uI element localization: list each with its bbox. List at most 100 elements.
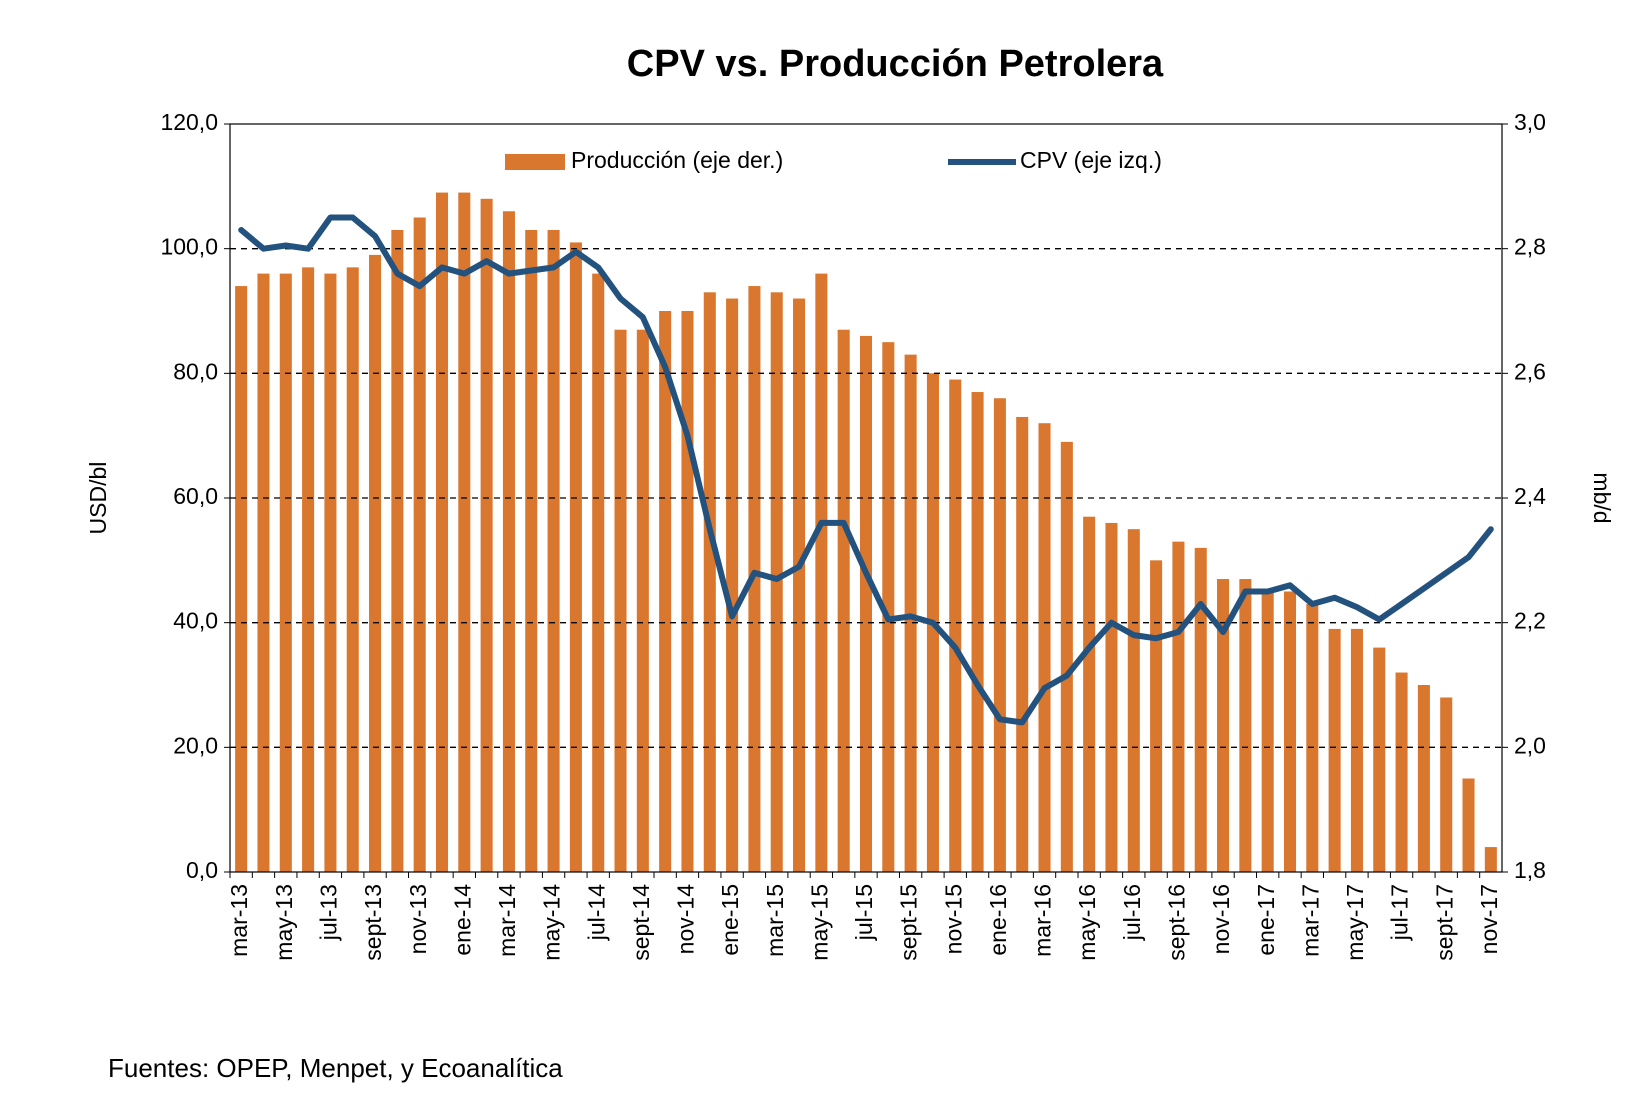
bar: [815, 273, 828, 873]
y2-tick-label: 2,0: [1514, 732, 1546, 758]
legend-swatch: [505, 154, 565, 170]
bar: [1038, 423, 1051, 872]
x-tick-label: mar-13: [226, 884, 252, 957]
y-tick-label: 60,0: [173, 483, 218, 509]
bar: [1150, 560, 1163, 872]
x-tick-label: ene-16: [985, 884, 1011, 956]
y-tick-label: 20,0: [173, 732, 218, 758]
bar: [1127, 529, 1140, 872]
bar: [257, 273, 270, 873]
bar: [793, 298, 806, 872]
bar: [502, 211, 515, 872]
bar: [1328, 628, 1341, 872]
bar: [1306, 603, 1319, 872]
y2-tick-label: 2,8: [1514, 234, 1546, 260]
bar: [480, 198, 493, 873]
bar: [1016, 416, 1029, 872]
x-tick-label: nov-15: [940, 884, 966, 954]
legend-label: Producción (eje der.): [571, 147, 783, 173]
bar: [703, 292, 716, 872]
bar: [346, 267, 359, 872]
y2-tick-label: 1,8: [1514, 857, 1546, 883]
bar: [993, 398, 1006, 872]
y2-tick-label: 2,6: [1514, 358, 1546, 384]
bar: [1373, 647, 1386, 872]
x-tick-label: jul-14: [583, 884, 609, 941]
bar: [614, 329, 627, 872]
bar: [235, 286, 248, 873]
bar: [279, 273, 292, 873]
x-tick-label: sept-14: [628, 884, 654, 961]
bar: [659, 311, 672, 872]
x-tick-label: may-13: [271, 884, 297, 961]
bar: [1417, 685, 1430, 872]
bar: [1194, 547, 1207, 872]
bar: [1060, 441, 1073, 872]
bar: [681, 311, 694, 872]
bar: [949, 379, 962, 872]
y2-tick-label: 3,0: [1514, 109, 1546, 135]
bar: [837, 329, 850, 872]
y-tick-label: 100,0: [160, 234, 218, 260]
x-tick-label: mar-15: [762, 884, 788, 957]
bar: [1172, 541, 1185, 872]
x-tick-label: nov-17: [1476, 884, 1502, 954]
bar: [302, 267, 315, 872]
legend-label: CPV (eje izq.): [1020, 147, 1162, 173]
x-tick-label: nov-14: [673, 884, 699, 955]
x-tick-label: may-15: [806, 884, 832, 961]
bar: [1083, 516, 1096, 872]
bar: [369, 254, 382, 872]
bar: [1395, 672, 1408, 872]
bar: [324, 273, 337, 873]
chart-title: CPV vs. Producción Petrolera: [627, 43, 1164, 85]
x-tick-label: mar-16: [1030, 884, 1056, 957]
bar: [547, 229, 560, 872]
x-tick-label: sept-15: [896, 884, 922, 961]
x-tick-label: sept-16: [1163, 884, 1189, 961]
bar: [636, 329, 649, 872]
x-tick-label: ene-15: [717, 884, 743, 956]
bar: [458, 192, 471, 873]
bar: [859, 335, 873, 872]
bar: [592, 273, 605, 873]
x-tick-label: nov-16: [1208, 884, 1234, 954]
x-tick-label: ene-14: [449, 884, 475, 956]
bar: [1440, 697, 1453, 872]
bar: [1484, 847, 1497, 872]
bar: [1462, 778, 1475, 872]
bar: [882, 342, 895, 873]
bar: [904, 354, 917, 873]
x-tick-label: jul-17: [1387, 884, 1413, 941]
bar: [1105, 522, 1118, 872]
bar: [726, 298, 739, 872]
y2-tick-label: 2,4: [1514, 483, 1546, 509]
bar: [770, 292, 783, 872]
y2-axis-title: mb/d: [1589, 472, 1615, 523]
x-tick-label: may-17: [1342, 884, 1368, 961]
x-tick-label: may-14: [539, 884, 565, 961]
x-tick-label: jul-15: [851, 884, 877, 941]
x-tick-label: jul-16: [1119, 884, 1145, 941]
x-tick-label: ene-17: [1253, 884, 1279, 956]
bar: [525, 229, 538, 872]
x-tick-label: sept-13: [360, 884, 386, 961]
y-axis-title: USD/bl: [85, 462, 111, 535]
plot-frame: [229, 123, 1503, 873]
bar: [1283, 591, 1297, 872]
y-tick-label: 0,0: [186, 857, 218, 883]
bar: [1239, 579, 1252, 872]
y-tick-label: 40,0: [173, 608, 218, 634]
bar: [435, 192, 449, 873]
line-series: [238, 214, 1494, 726]
x-tick-label: nov-13: [405, 884, 431, 954]
x-tick-label: sept-17: [1431, 884, 1457, 961]
x-tick-label: may-16: [1074, 884, 1100, 961]
bar: [391, 229, 404, 872]
source-note: Fuentes: OPEP, Menpet, y Ecoanalítica: [108, 1053, 563, 1083]
bar: [1350, 628, 1363, 872]
y-tick-label: 80,0: [173, 358, 218, 384]
x-tick-label: jul-13: [315, 884, 341, 941]
